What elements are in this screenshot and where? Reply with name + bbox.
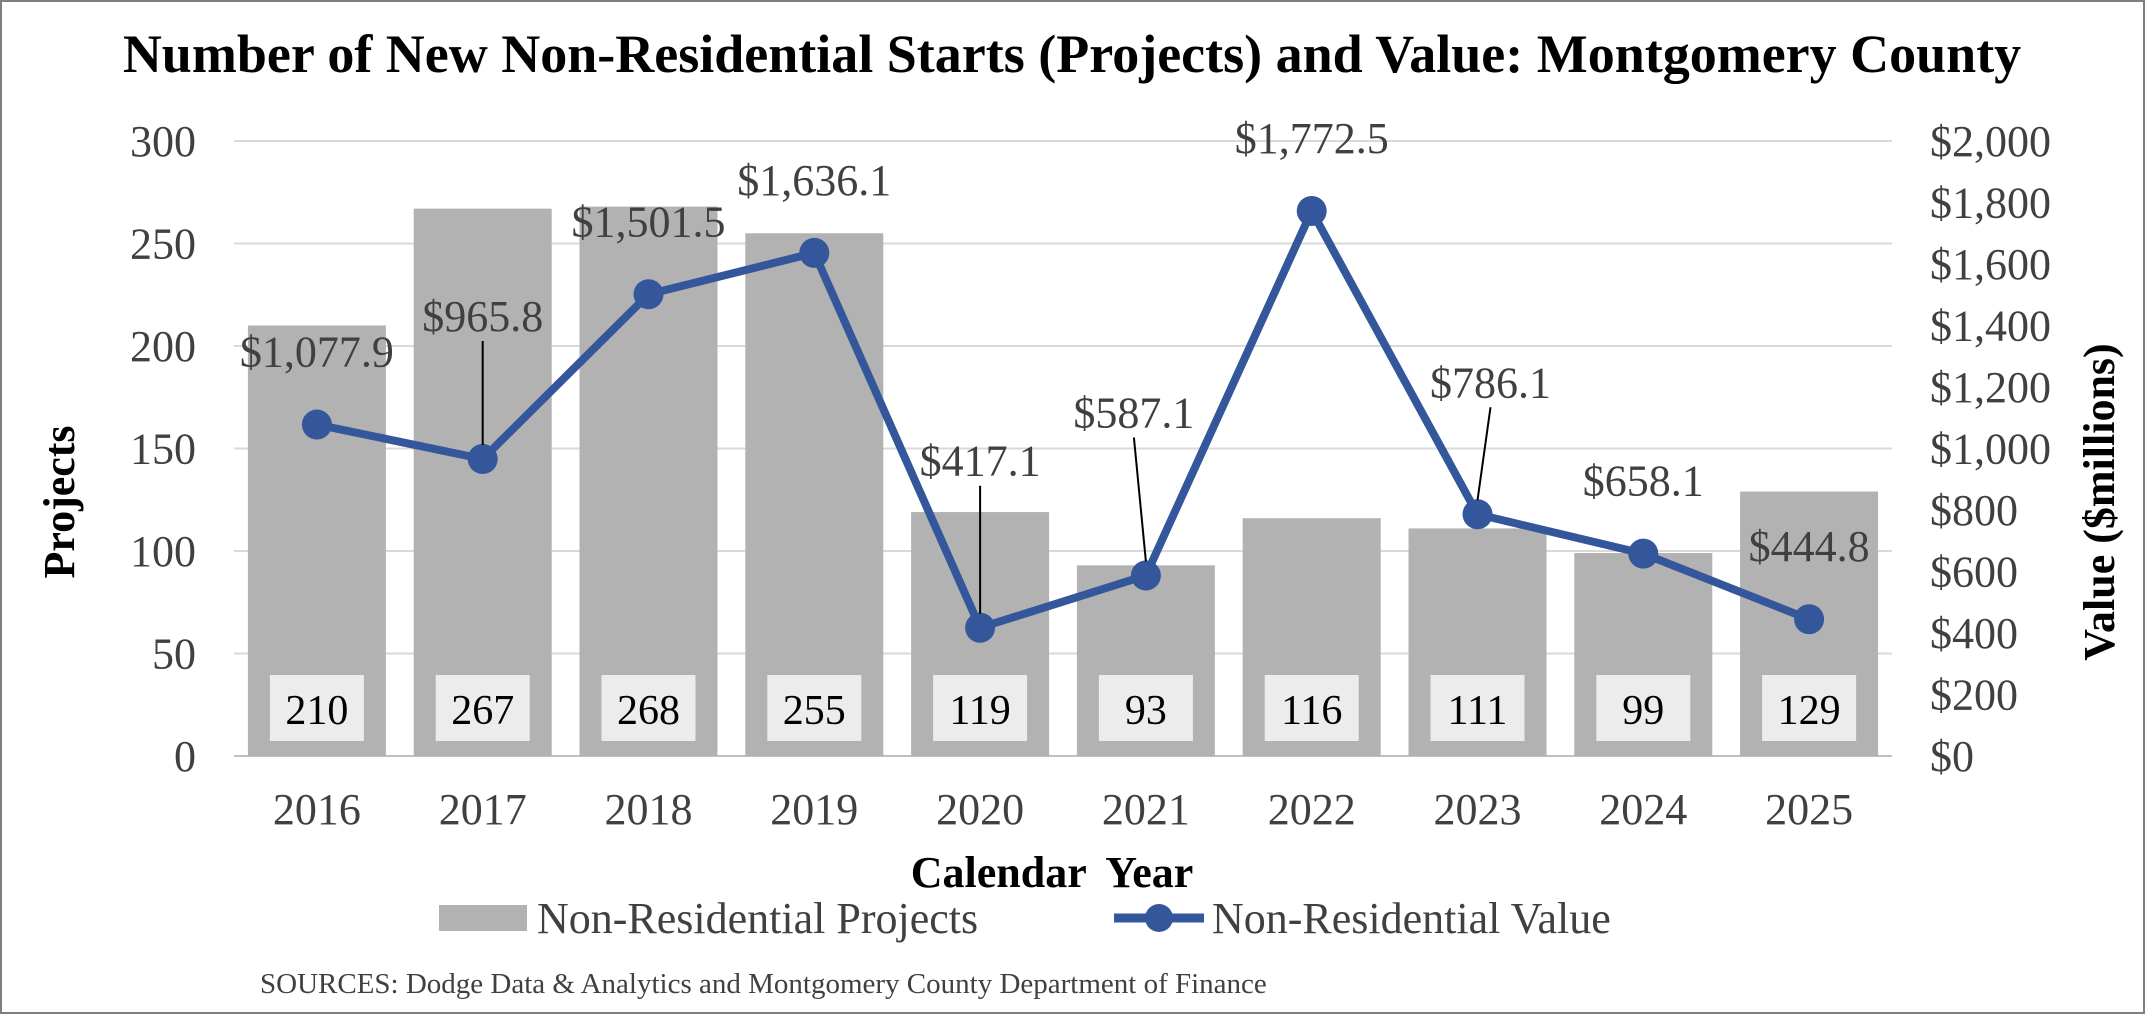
bar: [413, 208, 552, 756]
value-data-label: $1,636.1: [737, 156, 891, 205]
y-right-tick-label: $200: [1930, 671, 2018, 720]
bar-label-box: [933, 675, 1028, 741]
x-tick-label: 2018: [605, 785, 693, 834]
bar-value-label: 111: [1448, 688, 1508, 734]
x-tick-label: 2023: [1434, 785, 1522, 834]
value-marker: [1628, 538, 1659, 569]
value-data-label: $1,501.5: [572, 197, 726, 246]
bar-label-box: [1596, 675, 1691, 741]
x-tick-label: 2025: [1765, 785, 1853, 834]
legend-label-projects: Non-Residential Projects: [537, 894, 978, 943]
x-tick-label: 2016: [273, 785, 361, 834]
value-marker: [1462, 499, 1493, 530]
value-marker: [301, 409, 332, 440]
y-left-tick-label: 250: [130, 220, 196, 269]
value-marker: [965, 612, 996, 643]
value-data-label: $786.1: [1430, 358, 1551, 407]
y-right-tick-label: $2,000: [1930, 117, 2051, 166]
bar-label-box: [1264, 675, 1359, 741]
y-left-tick-label: 300: [130, 117, 196, 166]
y-right-tick-label: $0: [1930, 732, 1974, 781]
x-axis-title: Calendar Year: [911, 848, 1194, 897]
y-axis-right-title: Value ($millions): [2075, 343, 2124, 660]
y-right-tick-label: $1,800: [1930, 179, 2051, 228]
x-tick-label: 2017: [439, 785, 527, 834]
y-right-tick-label: $600: [1930, 548, 2018, 597]
bar-value-label: 116: [1281, 688, 1342, 734]
y-left-tick-label: 0: [174, 732, 196, 781]
value-marker: [799, 237, 830, 268]
legend-swatch-value-marker: [1145, 904, 1173, 932]
value-data-label: $417.1: [920, 437, 1041, 486]
bar-labels: 210 267 268 255 119 93 116 111 99 129: [269, 675, 1857, 741]
y-right-tick-label: $1,000: [1930, 425, 2051, 474]
tick-labels: 0 50 100 150 200 250 300 $0 $200 $400 $600 $800 $1,0…: [130, 117, 2051, 834]
y-left-tick-label: 200: [130, 322, 196, 371]
y-left-tick-label: 50: [152, 630, 196, 679]
bar-value-label: 267: [451, 688, 514, 734]
bar-label-box: [601, 675, 696, 741]
bar-label-box: [1762, 675, 1857, 741]
value-data-label: $965.8: [422, 292, 543, 341]
bar-value-label: 255: [783, 688, 846, 734]
value-label-leader: [1476, 407, 1492, 501]
value-data-label: $444.8: [1749, 522, 1870, 571]
value-data-label: $1,077.9: [240, 328, 394, 377]
value-labels: $1,077.9 $965.8 $1,501.5$1,636.1 $417.1 $587…: [240, 114, 1870, 614]
bar-value-label: 93: [1125, 688, 1167, 734]
legend-swatch-projects: [439, 905, 527, 931]
value-line-layer: [301, 195, 1825, 643]
source-note: SOURCES: Dodge Data & Analytics and Mont…: [260, 968, 1267, 1000]
value-marker: [1794, 604, 1825, 635]
y-axis-left-title: Projects: [35, 425, 84, 578]
bar-value-label: 129: [1778, 688, 1841, 734]
x-tick-label: 2019: [770, 785, 858, 834]
chart-title: Number of New Non-Residential Starts (Pr…: [123, 24, 2021, 84]
y-right-tick-label: $1,200: [1930, 363, 2051, 412]
y-right-tick-label: $400: [1930, 609, 2018, 658]
x-tick-label: 2022: [1268, 785, 1356, 834]
value-label-leader: [1132, 437, 1147, 562]
y-right-tick-label: $1,600: [1930, 240, 2051, 289]
bar-label-box: [1098, 675, 1193, 741]
value-data-label: $658.1: [1583, 457, 1704, 506]
bar-label-box: [269, 675, 364, 741]
bar-value-label: 119: [949, 688, 1010, 734]
x-tick-label: 2020: [936, 785, 1024, 834]
y-left-tick-label: 100: [130, 527, 196, 576]
bar-value-label: 210: [285, 688, 348, 734]
y-right-tick-label: $800: [1930, 486, 2018, 535]
x-tick-label: 2021: [1102, 785, 1190, 834]
y-left-tick-label: 150: [130, 425, 196, 474]
bar: [745, 233, 884, 756]
bar-value-label: 268: [617, 688, 680, 734]
y-right-tick-label: $1,400: [1930, 302, 2051, 351]
value-marker: [1296, 195, 1327, 226]
value-data-label: $587.1: [1073, 388, 1194, 437]
bar-value-label: 99: [1622, 688, 1664, 734]
bar-label-box: [767, 675, 862, 741]
value-data-label: $1,772.5: [1235, 114, 1389, 163]
value-marker: [1130, 560, 1161, 591]
bar-label-box: [1430, 675, 1525, 741]
bar-label-box: [435, 675, 530, 741]
value-marker: [467, 444, 498, 475]
legend-label-value: Non-Residential Value: [1212, 894, 1611, 943]
x-tick-label: 2024: [1599, 785, 1687, 834]
legend: Non-Residential Projects Non-Residential…: [439, 894, 1611, 943]
value-marker: [633, 279, 664, 310]
value-line: [316, 206, 1811, 632]
